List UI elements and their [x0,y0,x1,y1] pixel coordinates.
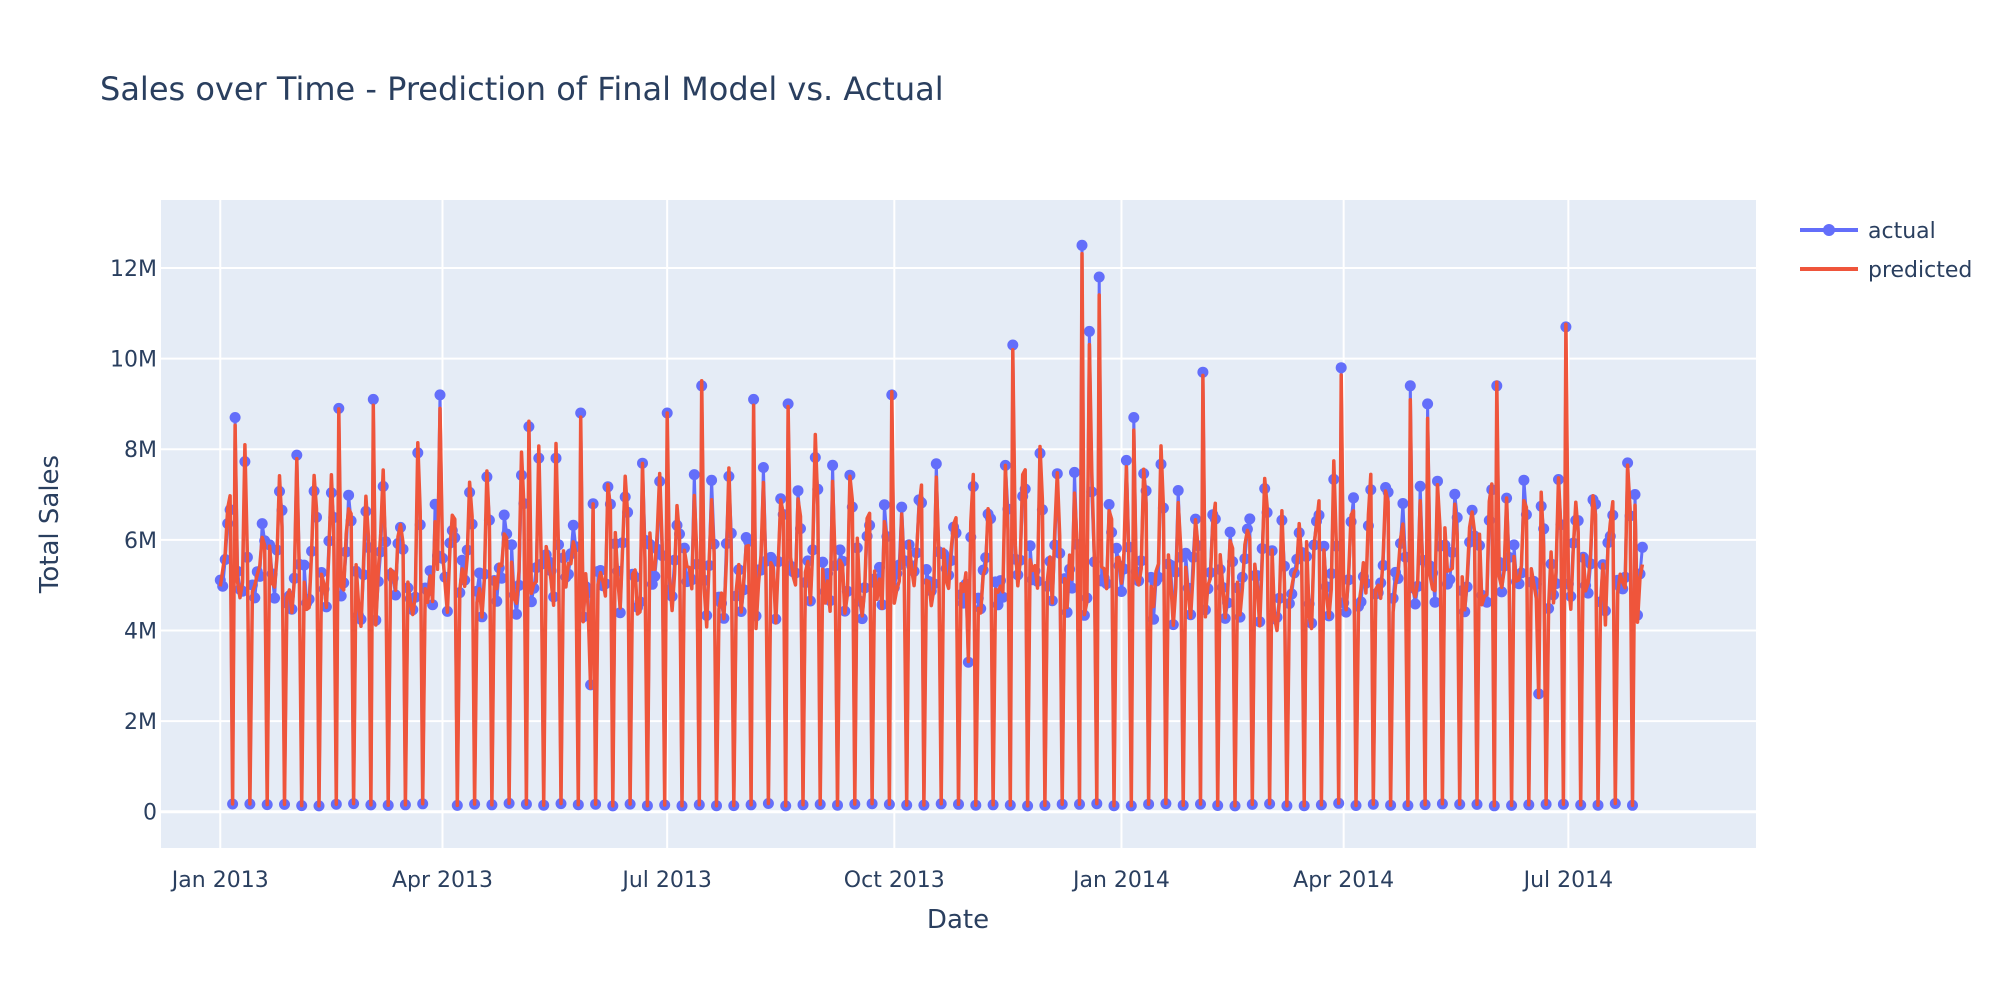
actual-point [1007,339,1019,351]
actual-point [1335,362,1347,374]
y-tick-label: 8M [124,438,157,463]
series-layer [214,239,1648,812]
y-tick-label: 0 [143,801,157,826]
actual-point [688,469,700,481]
actual-point [217,580,229,592]
actual-point [269,592,281,604]
actual-point [298,559,310,571]
actual-point [1318,540,1330,552]
actual-point [706,474,718,486]
series-predicted [218,251,1645,808]
x-tick-label: Apr 2013 [392,868,493,893]
legend-label-actual: actual [1868,219,1936,244]
actual-point [878,499,890,511]
actual-point [1629,489,1641,500]
actual-point [1636,541,1648,553]
actual-point [1404,380,1416,392]
actual-point [367,393,379,405]
actual-point [856,613,868,625]
actual-point [511,608,522,620]
actual-point [1069,466,1080,478]
chart-title: Sales over Time - Prediction of Final Mo… [100,70,944,108]
actual-point [343,489,355,501]
actual-point [506,539,518,551]
actual-point [1429,596,1441,608]
actual-point [678,542,690,554]
actual-point [792,485,804,497]
x-axis-title: Date [927,905,989,935]
actual-point [1449,488,1461,500]
actual-point [1244,513,1256,525]
actual-point [1397,498,1409,509]
actual-point [782,398,794,410]
actual-point [456,554,468,566]
predicted-line [218,251,1645,808]
actual-point [930,458,942,470]
actual-point [1083,325,1095,337]
actual-point [1409,598,1421,610]
actual-point [256,518,268,530]
actual-point [1120,454,1132,466]
legend-label-predicted: predicted [1868,258,1972,283]
actual-point [1111,542,1122,554]
actual-point [748,393,760,405]
actual-point [1422,398,1434,410]
y-tick-label: 6M [124,529,157,554]
tick-labels: Jan 2013 Apr 2013 Jul 2013 Oct 2013 Jan 2014… [110,257,1613,893]
y-tick-label: 4M [124,619,157,644]
x-tick-label: Oct 2013 [844,868,945,893]
actual-point [427,599,439,611]
actual-point [1444,574,1456,585]
actual-point [1224,526,1236,538]
actual-point [649,570,661,582]
x-tick-label: Jul 2013 [620,868,712,893]
actual-point [575,407,587,419]
actual-point [1197,366,1209,378]
actual-point [827,459,839,471]
actual-point [595,565,606,576]
actual-point [1622,457,1634,469]
actual-point [997,591,1009,603]
actual-point [1093,271,1105,283]
y-tick-label: 12M [110,257,157,282]
actual-point [291,449,303,461]
actual-point [434,389,446,401]
actual-point [614,607,626,619]
x-tick-label: Jul 2014 [1522,868,1614,893]
actual-point [1508,539,1520,551]
y-tick-label: 2M [124,710,157,735]
actual-point [1128,412,1140,423]
actual-point [1432,475,1443,487]
actual-point [1348,492,1359,504]
actual-point [1496,586,1508,598]
actual-point [1340,606,1352,618]
actual-point [896,501,908,513]
legend[interactable]: actual predicted [1800,219,1972,283]
y-axis-title: Total Sales [35,455,65,594]
actual-point [229,412,241,423]
actual-point [1116,586,1127,597]
legend-item-actual[interactable]: actual [1800,219,1936,244]
actual-point [1076,239,1088,251]
actual-point [567,519,579,531]
legend-item-predicted[interactable]: predicted [1800,258,1972,283]
y-tick-label: 10M [110,348,157,373]
actual-point [757,462,769,473]
actual-point [1172,485,1184,496]
actual-point [1103,499,1115,510]
actual-point [498,509,510,521]
x-tick-label: Apr 2014 [1293,868,1394,893]
actual-point [1414,480,1426,492]
x-tick-label: Jan 2013 [170,868,269,893]
actual-point [834,544,846,556]
actual-point [1518,474,1530,486]
actual-point [390,589,402,601]
x-tick-label: Jan 2014 [1071,868,1170,893]
